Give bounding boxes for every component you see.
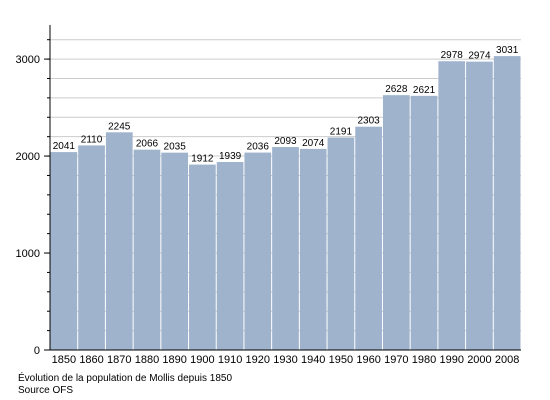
data-label-1980: 2621 <box>413 85 436 96</box>
data-label-1850: 2041 <box>53 141 76 152</box>
data-label-1990: 2978 <box>441 50 464 61</box>
data-label-2000: 2974 <box>468 51 491 62</box>
x-tick-label-1860: 1860 <box>79 354 103 366</box>
bar-1930 <box>272 147 299 350</box>
bar-1970 <box>382 95 410 350</box>
data-label-1920: 2036 <box>247 142 270 153</box>
bar-1880 <box>133 149 161 350</box>
x-tick-label-2000: 2000 <box>467 354 491 366</box>
bar-2000 <box>466 61 493 350</box>
bar-1960 <box>355 126 382 350</box>
data-label-1860: 2110 <box>81 134 103 145</box>
y-tick-label-0: 0 <box>34 345 40 357</box>
bar-1940 <box>299 148 327 350</box>
data-label-1970: 2628 <box>385 84 408 95</box>
data-label-1880: 2066 <box>136 139 159 150</box>
data-label-1960: 2303 <box>357 116 380 127</box>
x-tick-label-1940: 1940 <box>301 354 325 366</box>
x-tick-label-1950: 1950 <box>329 354 353 366</box>
bar-1920 <box>244 152 272 350</box>
x-tick-label-1930: 1930 <box>273 354 297 366</box>
bar-1860 <box>78 145 105 350</box>
bar-1980 <box>410 95 438 350</box>
data-label-1940: 2074 <box>302 138 325 149</box>
bar-1950 <box>327 137 355 350</box>
bar-1850 <box>50 152 78 350</box>
x-tick-label-2008: 2008 <box>495 354 519 366</box>
bar-1910 <box>216 161 244 350</box>
bar-1890 <box>161 152 189 350</box>
x-tick-label-1870: 1870 <box>107 354 131 366</box>
x-tick-label-1890: 1890 <box>162 354 186 366</box>
x-tick-label-1900: 1900 <box>190 354 214 366</box>
data-label-1890: 2035 <box>164 142 187 153</box>
x-tick-label-1960: 1960 <box>356 354 380 366</box>
bar-1990 <box>438 61 466 350</box>
data-labels: 2041 2110 2245 2066 2035 1912 1939 2036 2093 2074… <box>53 45 519 165</box>
data-label-1930: 2093 <box>274 136 297 147</box>
data-label-1870: 2245 <box>108 121 131 132</box>
chart-caption: Évolution de la population de Mollis dep… <box>18 373 233 384</box>
x-tick-label-1970: 1970 <box>384 354 408 366</box>
bars <box>50 56 521 351</box>
y-tick-label-2000: 2000 <box>16 151 40 163</box>
data-label-2008: 3031 <box>496 45 519 56</box>
bar-1900 <box>189 164 216 350</box>
bar-1870 <box>105 132 133 350</box>
bar-2008 <box>493 56 521 351</box>
x-tick-label-1990: 1990 <box>439 354 463 366</box>
data-label-1900: 1912 <box>191 154 214 165</box>
chart-source: Source OFS <box>18 385 74 396</box>
y-tick-label-3000: 3000 <box>16 54 40 66</box>
x-tick-label-1910: 1910 <box>218 354 242 366</box>
data-label-1910: 1939 <box>219 151 242 162</box>
data-label-1950: 2191 <box>330 127 353 138</box>
axes: 0 1000 2000 3000 1850 1860 1870 1880 1890 1900 191… <box>16 25 521 366</box>
y-tick-label-1000: 1000 <box>16 248 40 260</box>
x-tick-label-1880: 1880 <box>135 354 159 366</box>
x-tick-label-1980: 1980 <box>412 354 436 366</box>
x-tick-label-1850: 1850 <box>52 354 76 366</box>
x-tick-label-1920: 1920 <box>246 354 270 366</box>
